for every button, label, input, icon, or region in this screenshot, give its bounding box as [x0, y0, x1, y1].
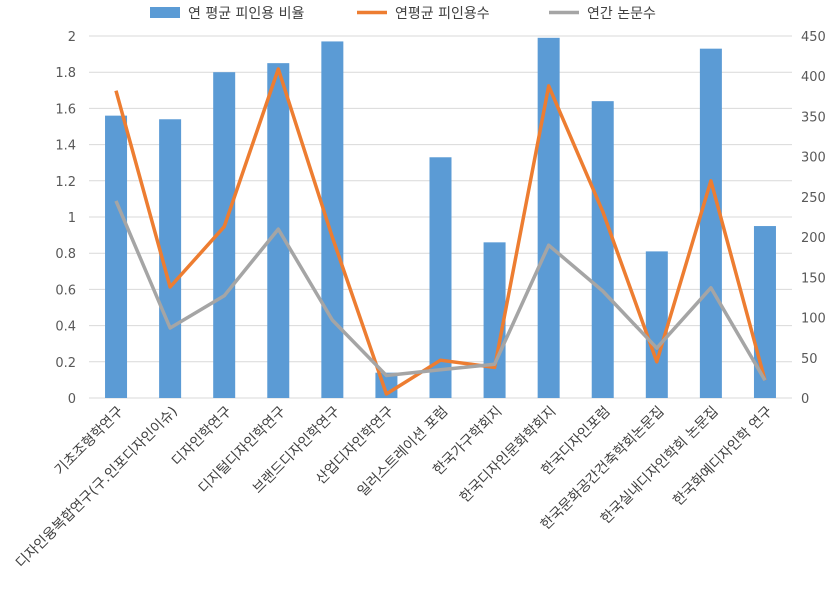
- bar: [105, 115, 128, 398]
- bar: [753, 226, 776, 398]
- left-tick-label: 1.2: [55, 175, 76, 190]
- right-axis-ticks: 0 50 100 150 200 250 300 350 400 450: [801, 30, 826, 407]
- left-tick-label: 0.4: [55, 320, 76, 335]
- bar: [213, 72, 236, 398]
- right-tick-label: 400: [801, 70, 826, 85]
- left-tick-label: 1.6: [55, 102, 76, 117]
- bar: [537, 37, 560, 399]
- series-line: [114, 67, 767, 396]
- category-label: 한국디자인문화학회지: [457, 404, 559, 506]
- bar: [483, 242, 506, 398]
- bar: [429, 157, 452, 398]
- series-line: [114, 200, 767, 382]
- bar: [699, 48, 722, 399]
- left-tick-label: 1.8: [55, 66, 76, 81]
- category-label: 한국화예디자인학 연구: [670, 403, 776, 509]
- right-tick-label: 100: [801, 312, 826, 327]
- bar: [645, 251, 668, 398]
- left-tick-label: 1: [68, 211, 76, 226]
- left-tick-label: 0.6: [55, 283, 76, 298]
- right-tick-label: 250: [801, 191, 826, 206]
- bar-series: [105, 37, 776, 399]
- category-label: 일러스트레이션 포럼: [355, 404, 451, 500]
- legend-label: 연 평균 피인용 비율: [188, 6, 305, 22]
- legend-label: 연평균 피인용수: [395, 6, 490, 22]
- right-tick-label: 150: [801, 271, 826, 286]
- bar: [591, 101, 614, 398]
- right-tick-label: 350: [801, 110, 826, 125]
- legend-label: 연간 논문수: [587, 6, 656, 22]
- left-tick-label: 1.4: [55, 139, 76, 154]
- line-series: [114, 67, 767, 396]
- legend: 연 평균 피인용 비율 연평균 피인용수 연간 논문수: [150, 6, 656, 22]
- right-tick-label: 50: [801, 352, 818, 367]
- category-labels: 기초조형학연구디자인융복합연구(구.인포디자인이슈)디자인학연구디지털디자인학연…: [13, 403, 776, 571]
- left-tick-label: 2: [68, 30, 76, 45]
- left-tick-label: 0.2: [55, 356, 76, 371]
- legend-swatch: [150, 7, 180, 18]
- right-tick-label: 0: [801, 392, 809, 407]
- right-tick-label: 200: [801, 231, 826, 246]
- left-tick-label: 0.8: [55, 247, 76, 262]
- bar: [321, 41, 344, 399]
- left-axis-ticks: 0 0.2 0.4 0.6 0.8 1 1.2 1.4 1.6 1.8 2: [55, 30, 76, 407]
- right-tick-label: 300: [801, 151, 826, 166]
- right-tick-label: 450: [801, 30, 826, 45]
- left-tick-label: 0: [68, 392, 76, 407]
- bar: [159, 119, 182, 398]
